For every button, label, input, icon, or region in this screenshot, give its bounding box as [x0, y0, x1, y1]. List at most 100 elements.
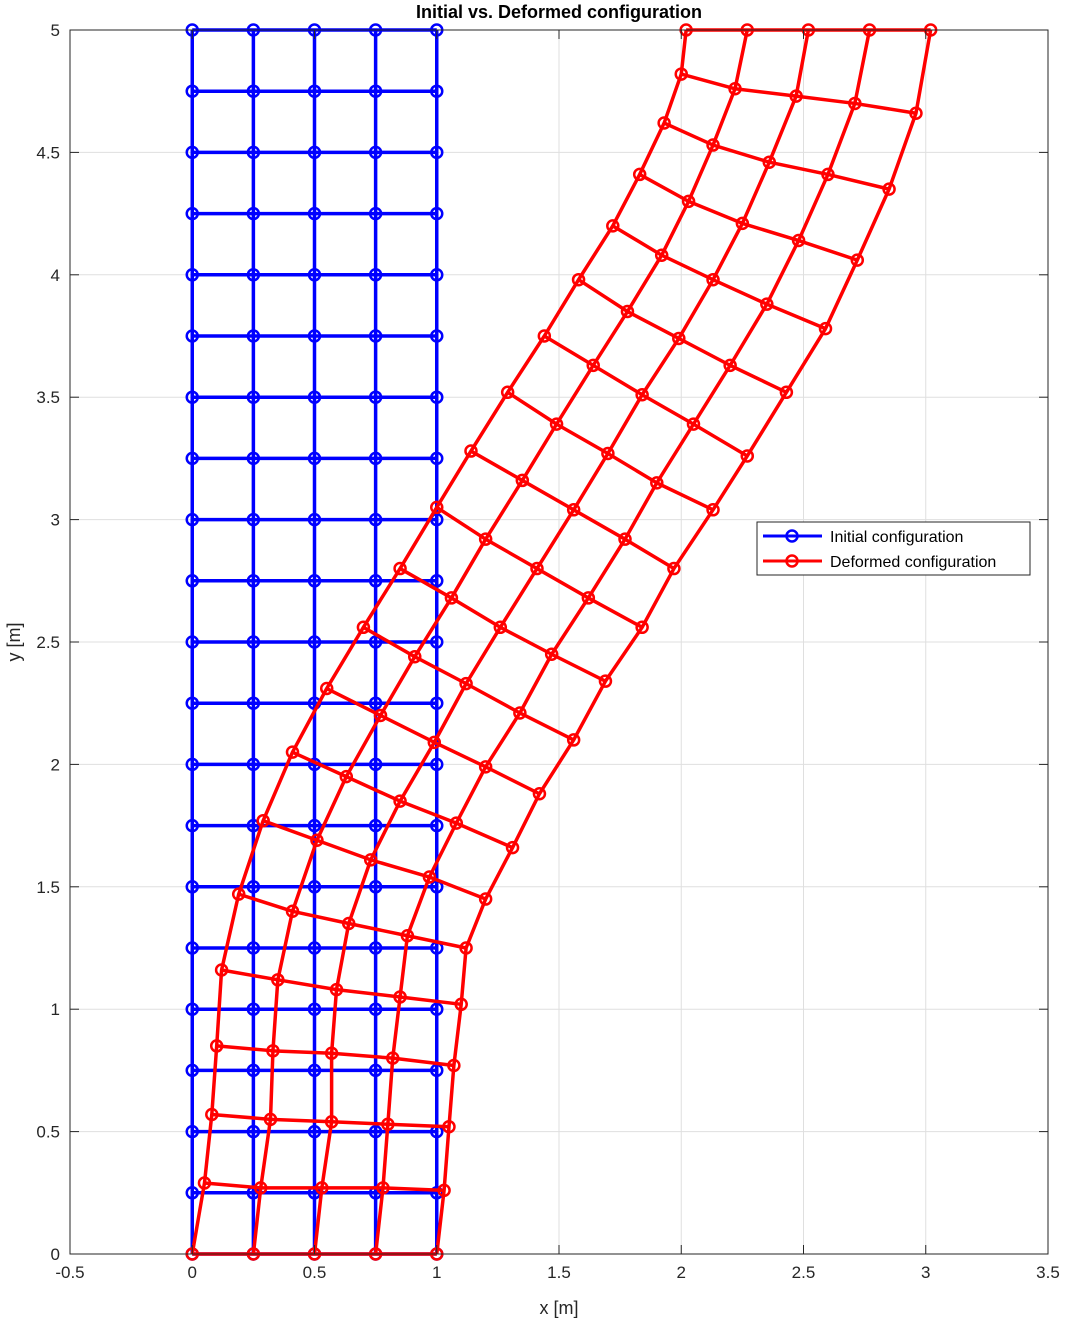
- initial-node-marker: [368, 268, 383, 282]
- y-axis-label: y [m]: [4, 623, 24, 662]
- deformed-node-marker: [632, 167, 647, 182]
- initial-node-marker: [246, 84, 261, 98]
- initial-node-marker: [307, 1063, 322, 1078]
- deformed-node-marker: [214, 963, 229, 977]
- deformed-node-marker: [427, 735, 442, 750]
- initial-node-marker: [185, 635, 199, 649]
- initial-node-marker: [307, 574, 322, 588]
- deformed-node-marker: [197, 1176, 212, 1190]
- initial-node-marker: [246, 1124, 261, 1139]
- deformed-node-marker: [263, 1112, 278, 1127]
- deformed-node-marker: [385, 1051, 400, 1065]
- deformed-node-marker: [478, 760, 493, 774]
- initial-node-marker: [246, 329, 261, 343]
- deformed-configuration-series: [185, 23, 938, 1261]
- deformed-node-marker: [407, 649, 422, 664]
- deformed-node-marker: [363, 853, 378, 867]
- deformed-node-marker: [740, 449, 755, 463]
- initial-node-marker: [246, 206, 261, 221]
- deformed-node-marker: [674, 67, 688, 81]
- deformed-node-marker: [393, 561, 407, 576]
- deformed-node-marker: [635, 620, 649, 635]
- deformed-node-marker: [393, 990, 407, 1004]
- deformed-node-marker: [500, 385, 515, 400]
- deformed-node-marker: [598, 674, 613, 688]
- initial-node-marker: [368, 757, 383, 772]
- initial-node-marker: [307, 635, 322, 649]
- initial-node-marker: [368, 818, 383, 833]
- deformed-node-marker: [400, 929, 415, 943]
- deformed-node-marker: [393, 794, 407, 808]
- deformed-node-marker: [728, 82, 742, 96]
- deformed-node-marker: [315, 1181, 329, 1195]
- initial-node-marker: [430, 635, 444, 649]
- initial-node-marker: [185, 696, 199, 710]
- deformed-node-marker: [650, 476, 664, 490]
- deformed-node-marker: [549, 417, 564, 431]
- initial-node-marker: [185, 574, 199, 588]
- deformed-node-marker: [437, 1183, 451, 1198]
- deformed-node-marker: [581, 591, 596, 605]
- deformed-node-marker: [818, 321, 833, 336]
- deformed-column-line: [435, 29, 933, 1255]
- initial-node-marker: [246, 268, 261, 282]
- deformed-node-marker: [848, 96, 862, 111]
- initial-node-marker: [430, 145, 444, 160]
- deformed-node-marker: [442, 1119, 456, 1134]
- initial-node-marker: [307, 880, 322, 894]
- deformed-node-marker: [505, 840, 520, 855]
- deformed-node-marker: [706, 503, 720, 517]
- y-tick-label: 2: [51, 755, 60, 774]
- deformed-node-marker: [310, 833, 324, 848]
- deformed-node-marker: [285, 745, 300, 759]
- initial-node-marker: [307, 390, 322, 404]
- deformed-column-line: [373, 29, 872, 1255]
- deformed-node-marker: [530, 561, 544, 576]
- initial-node-marker: [246, 635, 261, 649]
- initial-node-marker: [430, 451, 444, 466]
- initial-node-marker: [368, 880, 383, 894]
- legend: Initial configuration Deformed configura…: [756, 521, 1031, 576]
- deformed-node-marker: [478, 532, 493, 546]
- initial-node-marker: [185, 818, 199, 833]
- initial-node-marker: [307, 206, 322, 221]
- deformed-node-marker: [319, 681, 334, 696]
- y-tick-label: 3.5: [36, 388, 60, 407]
- initial-node-marker: [368, 941, 383, 955]
- initial-node-marker: [430, 84, 444, 98]
- initial-node-marker: [307, 1124, 322, 1139]
- x-tick-label: 1.5: [547, 1263, 571, 1282]
- initial-node-marker: [430, 757, 444, 772]
- initial-node-marker: [185, 1186, 199, 1200]
- initial-node-marker: [368, 696, 383, 710]
- deformed-node-marker: [606, 219, 620, 233]
- deformed-node-marker: [209, 1039, 224, 1053]
- initial-node-marker: [307, 329, 322, 343]
- deformed-node-marker: [459, 676, 473, 691]
- deformed-node-marker: [571, 272, 586, 287]
- x-tick-label: 2.5: [792, 1263, 816, 1282]
- deformed-node-marker: [444, 591, 459, 605]
- deformed-node-marker: [789, 89, 803, 103]
- initial-node-marker: [430, 696, 444, 710]
- deformed-node-marker: [513, 706, 527, 720]
- deformed-node-marker: [672, 331, 686, 346]
- initial-node-marker: [185, 206, 199, 221]
- initial-node-marker: [307, 451, 322, 466]
- deformed-node-marker: [779, 385, 794, 400]
- y-tick-label: 4.5: [36, 143, 60, 162]
- initial-node-marker: [307, 1002, 322, 1016]
- deformed-node-marker: [253, 1181, 268, 1195]
- deformed-node-marker: [821, 167, 835, 182]
- initial-node-marker: [368, 206, 383, 221]
- initial-node-marker: [307, 512, 322, 527]
- deformed-node-marker: [723, 358, 737, 373]
- chart-title: Initial vs. Deformed configuration: [416, 2, 702, 22]
- deformed-node-marker: [324, 1046, 339, 1061]
- deformed-node-marker: [339, 769, 354, 784]
- y-tick-label: 0.5: [36, 1123, 60, 1142]
- initial-node-marker: [307, 145, 322, 160]
- initial-node-marker: [368, 1002, 383, 1016]
- initial-node-marker: [368, 329, 383, 343]
- initial-node-marker: [368, 512, 383, 527]
